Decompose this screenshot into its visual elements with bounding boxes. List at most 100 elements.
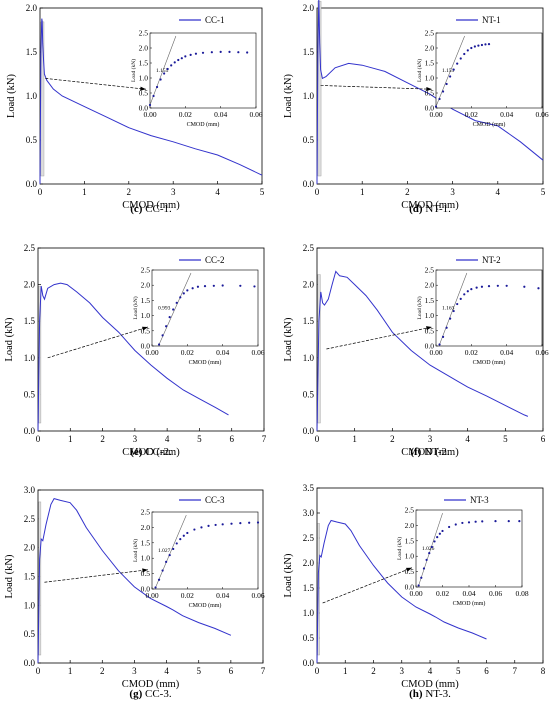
- pre-peak-band: [317, 274, 321, 424]
- legend-label: CC-2: [205, 255, 225, 265]
- y-tick-label: 3.0: [24, 485, 36, 495]
- y-tick-label: 1.0: [303, 353, 315, 363]
- y-tick-label: 2.5: [24, 243, 36, 253]
- inset-data-point: [477, 44, 480, 47]
- inset-data-point: [433, 540, 436, 543]
- inset-data-point: [193, 528, 196, 531]
- y-tick-label: 2.5: [303, 533, 315, 543]
- inset-data-point: [168, 316, 171, 319]
- inset-data-point: [161, 569, 164, 572]
- y-axis-label: Load (kN): [283, 317, 294, 362]
- inset-data-point: [448, 525, 451, 529]
- inset-y-tick-label: 1.0: [425, 74, 435, 83]
- inset-y-tick-label: 1.5: [141, 538, 151, 547]
- inset-y-tick-label: 0.0: [139, 104, 149, 113]
- inset-y-tick-label: 2.0: [425, 281, 435, 290]
- inset-y-axis-label: Load (kN): [132, 296, 139, 319]
- y-tick-label: 2.0: [26, 3, 38, 13]
- legend-label: NT-1: [482, 15, 501, 25]
- inset-x-tick-label: 0.04: [500, 110, 513, 119]
- inset-x-axis-label: CMOD (mm): [189, 359, 222, 366]
- x-tick-label: 3: [133, 434, 138, 444]
- y-tick-label: 1.0: [303, 91, 315, 101]
- x-tick-label: 4: [215, 187, 220, 197]
- inset-y-tick-label: 2.5: [141, 508, 151, 517]
- inset-data-point: [420, 576, 423, 579]
- inset-x-tick-label: 0.00: [409, 589, 422, 598]
- inset-x-tick-label: 0.04: [500, 348, 513, 357]
- inset-data-point: [473, 45, 476, 48]
- y-tick-label: 3.0: [303, 508, 315, 518]
- inset-y-tick-label: 0.5: [425, 89, 435, 98]
- inset-y-tick-label: 1.0: [141, 311, 151, 320]
- x-axis-label: CMOD (mm): [401, 447, 459, 458]
- x-tick-label: 6: [484, 666, 489, 676]
- inset-data-point: [157, 578, 161, 581]
- x-tick-label: 6: [229, 434, 234, 444]
- y-axis-label: Load (kN): [283, 553, 294, 598]
- x-tick-label: 3: [400, 666, 405, 676]
- inset-data-point: [179, 296, 182, 299]
- inset-data-point: [212, 284, 215, 287]
- inset-data-point: [466, 290, 469, 293]
- inset-x-tick-label: 0.02: [181, 348, 194, 357]
- inset-data-point: [219, 50, 222, 54]
- callout-arrow: [44, 569, 149, 583]
- x-tick-label: 1: [352, 434, 357, 444]
- inset-x-tick-label: 0.02: [181, 591, 194, 600]
- y-tick-label: 0.0: [303, 426, 315, 436]
- y-tick-label: 0.0: [24, 426, 36, 436]
- inset-data-point: [210, 51, 213, 54]
- y-tick-label: 2.0: [303, 3, 315, 13]
- inset-data-point: [441, 90, 445, 93]
- inset-data-point: [246, 51, 249, 54]
- x-tick-label: 2: [100, 666, 105, 676]
- inset-data-point: [248, 521, 251, 524]
- y-tick-label: 2.0: [24, 280, 36, 290]
- slope-label: 1.151: [442, 68, 455, 74]
- panel-caption: (c) CC-1.: [130, 203, 172, 215]
- inset-data-point: [436, 536, 439, 539]
- x-tick-label: 0: [315, 434, 320, 444]
- x-tick-label: 2: [390, 434, 395, 444]
- inset-frame: [149, 32, 257, 109]
- inset-y-tick-label: 1.5: [425, 59, 435, 68]
- x-axis-label: CMOD (mm): [401, 200, 459, 211]
- callout-arrowhead: [140, 86, 146, 91]
- callout-arrowhead: [426, 87, 432, 92]
- inset-data-point: [537, 287, 540, 290]
- x-axis-label: CMOD (mm): [122, 200, 180, 211]
- x-tick-label: 5: [541, 187, 546, 197]
- inset-y-tick-label: 1.5: [139, 59, 149, 68]
- inset-data-point: [449, 317, 452, 320]
- slope-label: 1.163: [442, 306, 455, 312]
- x-tick-label: 6: [229, 666, 234, 676]
- x-tick-label: 1: [82, 187, 87, 197]
- x-tick-label: 5: [503, 434, 508, 444]
- inset-x-axis-label: CMOD (mm): [187, 121, 220, 128]
- inset-x-tick-label: 0.00: [143, 110, 156, 119]
- inset-data-point: [487, 43, 491, 46]
- inset-data-point: [163, 72, 166, 75]
- callout-arrowhead: [426, 326, 432, 331]
- inset-y-axis-label: Load (kN): [132, 539, 139, 562]
- inset-data-point: [467, 521, 471, 524]
- caption-letter: (d): [409, 203, 423, 215]
- inset-data-point: [175, 542, 178, 545]
- chart-panel: 0 1 2 3 4 5 0.0 0.5 1.0 1.5 2.0 CMOD (mm) Load (kN) N…: [283, 0, 549, 215]
- inset-x-tick-label: 0.04: [216, 348, 229, 357]
- x-tick-label: 0: [315, 666, 320, 676]
- inset-plot: 0.00 0.02 0.04 0.06 0.08 0.0 0.5 1.0 1.5 2.0 2.5 CM…: [396, 506, 529, 608]
- inset-data-point: [256, 521, 260, 524]
- inset-data-point: [237, 51, 240, 54]
- inset-y-tick-label: 2.5: [141, 266, 151, 275]
- inset-data-point: [182, 534, 185, 537]
- inset-y-tick-label: 2.0: [425, 44, 435, 53]
- caption-text: CC-1.: [142, 203, 172, 215]
- callout-arrow: [47, 326, 149, 359]
- slope-label: 1.155: [156, 68, 169, 74]
- x-tick-label: 4: [465, 434, 470, 444]
- inset-data-point: [170, 64, 173, 67]
- inset-data-point: [459, 57, 462, 60]
- x-tick-label: 4: [164, 666, 169, 676]
